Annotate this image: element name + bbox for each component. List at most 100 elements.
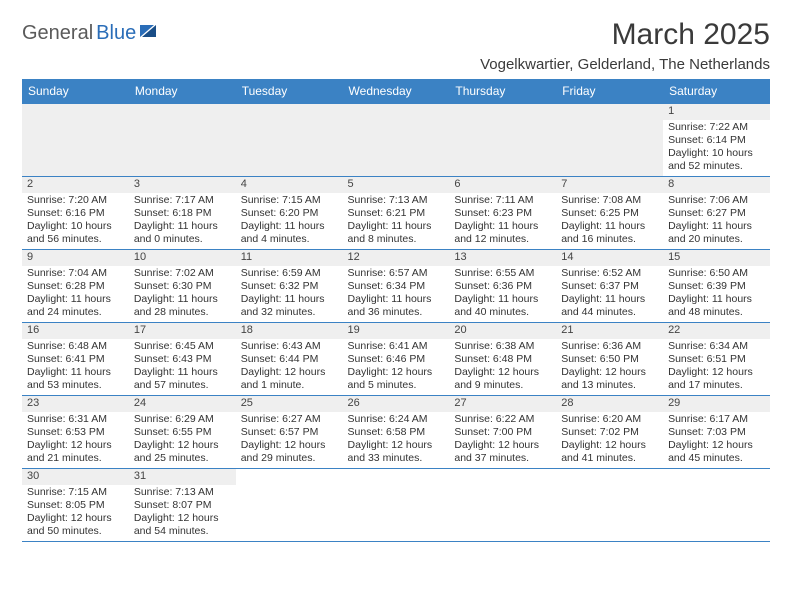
sunrise-text: Sunrise: 6:20 AM <box>561 413 658 426</box>
daylight-text: and 56 minutes. <box>27 233 124 246</box>
day-cell: 23Sunrise: 6:31 AMSunset: 6:53 PMDayligh… <box>22 396 129 469</box>
day-details: Sunrise: 6:45 AMSunset: 6:43 PMDaylight:… <box>129 339 236 395</box>
day-details: Sunrise: 6:41 AMSunset: 6:46 PMDaylight:… <box>343 339 450 395</box>
day-number: 22 <box>663 323 770 339</box>
daylight-text: and 44 minutes. <box>561 306 658 319</box>
daylight-text: and 17 minutes. <box>668 379 765 392</box>
day-number: 11 <box>236 250 343 266</box>
day-details: Sunrise: 6:57 AMSunset: 6:34 PMDaylight:… <box>343 266 450 322</box>
daylight-text: Daylight: 12 hours <box>348 366 445 379</box>
sunrise-text: Sunrise: 6:31 AM <box>27 413 124 426</box>
day-number: 9 <box>22 250 129 266</box>
day-details: Sunrise: 7:11 AMSunset: 6:23 PMDaylight:… <box>449 193 556 249</box>
sunset-text: Sunset: 6:51 PM <box>668 353 765 366</box>
day-cell: 21Sunrise: 6:36 AMSunset: 6:50 PMDayligh… <box>556 323 663 396</box>
sunset-text: Sunset: 6:39 PM <box>668 280 765 293</box>
daylight-text: Daylight: 11 hours <box>348 293 445 306</box>
day-cell <box>343 104 450 177</box>
day-cell <box>129 104 236 177</box>
day-cell: 16Sunrise: 6:48 AMSunset: 6:41 PMDayligh… <box>22 323 129 396</box>
daylight-text: Daylight: 11 hours <box>134 220 231 233</box>
daylight-text: and 48 minutes. <box>668 306 765 319</box>
sunset-text: Sunset: 6:18 PM <box>134 207 231 220</box>
week-row: 9Sunrise: 7:04 AMSunset: 6:28 PMDaylight… <box>22 250 770 323</box>
sunset-text: Sunset: 6:20 PM <box>241 207 338 220</box>
day-cell: 7Sunrise: 7:08 AMSunset: 6:25 PMDaylight… <box>556 177 663 250</box>
sunrise-text: Sunrise: 6:22 AM <box>454 413 551 426</box>
day-cell: 2Sunrise: 7:20 AMSunset: 6:16 PMDaylight… <box>22 177 129 250</box>
day-number: 7 <box>556 177 663 193</box>
day-details: Sunrise: 6:17 AMSunset: 7:03 PMDaylight:… <box>663 412 770 468</box>
daylight-text: and 33 minutes. <box>348 452 445 465</box>
sunset-text: Sunset: 6:57 PM <box>241 426 338 439</box>
day-number: 17 <box>129 323 236 339</box>
sunrise-text: Sunrise: 6:48 AM <box>27 340 124 353</box>
sunset-text: Sunset: 6:36 PM <box>454 280 551 293</box>
day-cell <box>556 104 663 177</box>
daylight-text: and 0 minutes. <box>134 233 231 246</box>
daylight-text: Daylight: 11 hours <box>134 293 231 306</box>
daylight-text: Daylight: 11 hours <box>668 220 765 233</box>
daylight-text: Daylight: 12 hours <box>348 439 445 452</box>
day-details: Sunrise: 7:13 AMSunset: 8:07 PMDaylight:… <box>129 485 236 541</box>
daylight-text: Daylight: 11 hours <box>668 293 765 306</box>
day-cell: 1Sunrise: 7:22 AMSunset: 6:14 PMDaylight… <box>663 104 770 177</box>
day-details: Sunrise: 6:22 AMSunset: 7:00 PMDaylight:… <box>449 412 556 468</box>
day-number: 19 <box>343 323 450 339</box>
week-row: 16Sunrise: 6:48 AMSunset: 6:41 PMDayligh… <box>22 323 770 396</box>
day-number: 23 <box>22 396 129 412</box>
day-cell: 14Sunrise: 6:52 AMSunset: 6:37 PMDayligh… <box>556 250 663 323</box>
daylight-text: and 25 minutes. <box>134 452 231 465</box>
daylight-text: and 29 minutes. <box>241 452 338 465</box>
sunset-text: Sunset: 6:55 PM <box>134 426 231 439</box>
sunrise-text: Sunrise: 7:02 AM <box>134 267 231 280</box>
sunset-text: Sunset: 8:05 PM <box>27 499 124 512</box>
weekday-header: Wednesday <box>343 79 450 104</box>
day-details: Sunrise: 6:59 AMSunset: 6:32 PMDaylight:… <box>236 266 343 322</box>
daylight-text: and 36 minutes. <box>348 306 445 319</box>
sunset-text: Sunset: 6:25 PM <box>561 207 658 220</box>
daylight-text: Daylight: 11 hours <box>561 293 658 306</box>
sunset-text: Sunset: 6:43 PM <box>134 353 231 366</box>
day-cell: 26Sunrise: 6:24 AMSunset: 6:58 PMDayligh… <box>343 396 450 469</box>
daylight-text: Daylight: 12 hours <box>241 366 338 379</box>
day-number: 1 <box>663 104 770 120</box>
sunset-text: Sunset: 6:44 PM <box>241 353 338 366</box>
sunrise-text: Sunrise: 6:27 AM <box>241 413 338 426</box>
day-cell: 11Sunrise: 6:59 AMSunset: 6:32 PMDayligh… <box>236 250 343 323</box>
day-cell: 29Sunrise: 6:17 AMSunset: 7:03 PMDayligh… <box>663 396 770 469</box>
week-row: 1Sunrise: 7:22 AMSunset: 6:14 PMDaylight… <box>22 104 770 177</box>
daylight-text: Daylight: 12 hours <box>27 512 124 525</box>
day-number: 10 <box>129 250 236 266</box>
day-details: Sunrise: 6:27 AMSunset: 6:57 PMDaylight:… <box>236 412 343 468</box>
sunrise-text: Sunrise: 7:15 AM <box>241 194 338 207</box>
day-cell: 28Sunrise: 6:20 AMSunset: 7:02 PMDayligh… <box>556 396 663 469</box>
day-details: Sunrise: 7:08 AMSunset: 6:25 PMDaylight:… <box>556 193 663 249</box>
sunset-text: Sunset: 6:50 PM <box>561 353 658 366</box>
daylight-text: and 52 minutes. <box>668 160 765 173</box>
sunset-text: Sunset: 6:21 PM <box>348 207 445 220</box>
daylight-text: and 1 minute. <box>241 379 338 392</box>
sunrise-text: Sunrise: 6:38 AM <box>454 340 551 353</box>
daylight-text: and 24 minutes. <box>27 306 124 319</box>
day-cell: 30Sunrise: 7:15 AMSunset: 8:05 PMDayligh… <box>22 469 129 542</box>
day-number: 12 <box>343 250 450 266</box>
daylight-text: and 20 minutes. <box>668 233 765 246</box>
day-number: 18 <box>236 323 343 339</box>
daylight-text: Daylight: 12 hours <box>241 439 338 452</box>
daylight-text: Daylight: 11 hours <box>561 220 658 233</box>
day-cell: 22Sunrise: 6:34 AMSunset: 6:51 PMDayligh… <box>663 323 770 396</box>
day-cell <box>556 469 663 542</box>
day-cell <box>449 104 556 177</box>
day-cell: 31Sunrise: 7:13 AMSunset: 8:07 PMDayligh… <box>129 469 236 542</box>
day-cell: 25Sunrise: 6:27 AMSunset: 6:57 PMDayligh… <box>236 396 343 469</box>
day-details: Sunrise: 7:13 AMSunset: 6:21 PMDaylight:… <box>343 193 450 249</box>
sunrise-text: Sunrise: 6:24 AM <box>348 413 445 426</box>
sunrise-text: Sunrise: 6:50 AM <box>668 267 765 280</box>
sunset-text: Sunset: 6:16 PM <box>27 207 124 220</box>
daylight-text: Daylight: 11 hours <box>454 293 551 306</box>
daylight-text: and 13 minutes. <box>561 379 658 392</box>
day-cell: 8Sunrise: 7:06 AMSunset: 6:27 PMDaylight… <box>663 177 770 250</box>
sunrise-text: Sunrise: 7:22 AM <box>668 121 765 134</box>
day-details: Sunrise: 6:36 AMSunset: 6:50 PMDaylight:… <box>556 339 663 395</box>
